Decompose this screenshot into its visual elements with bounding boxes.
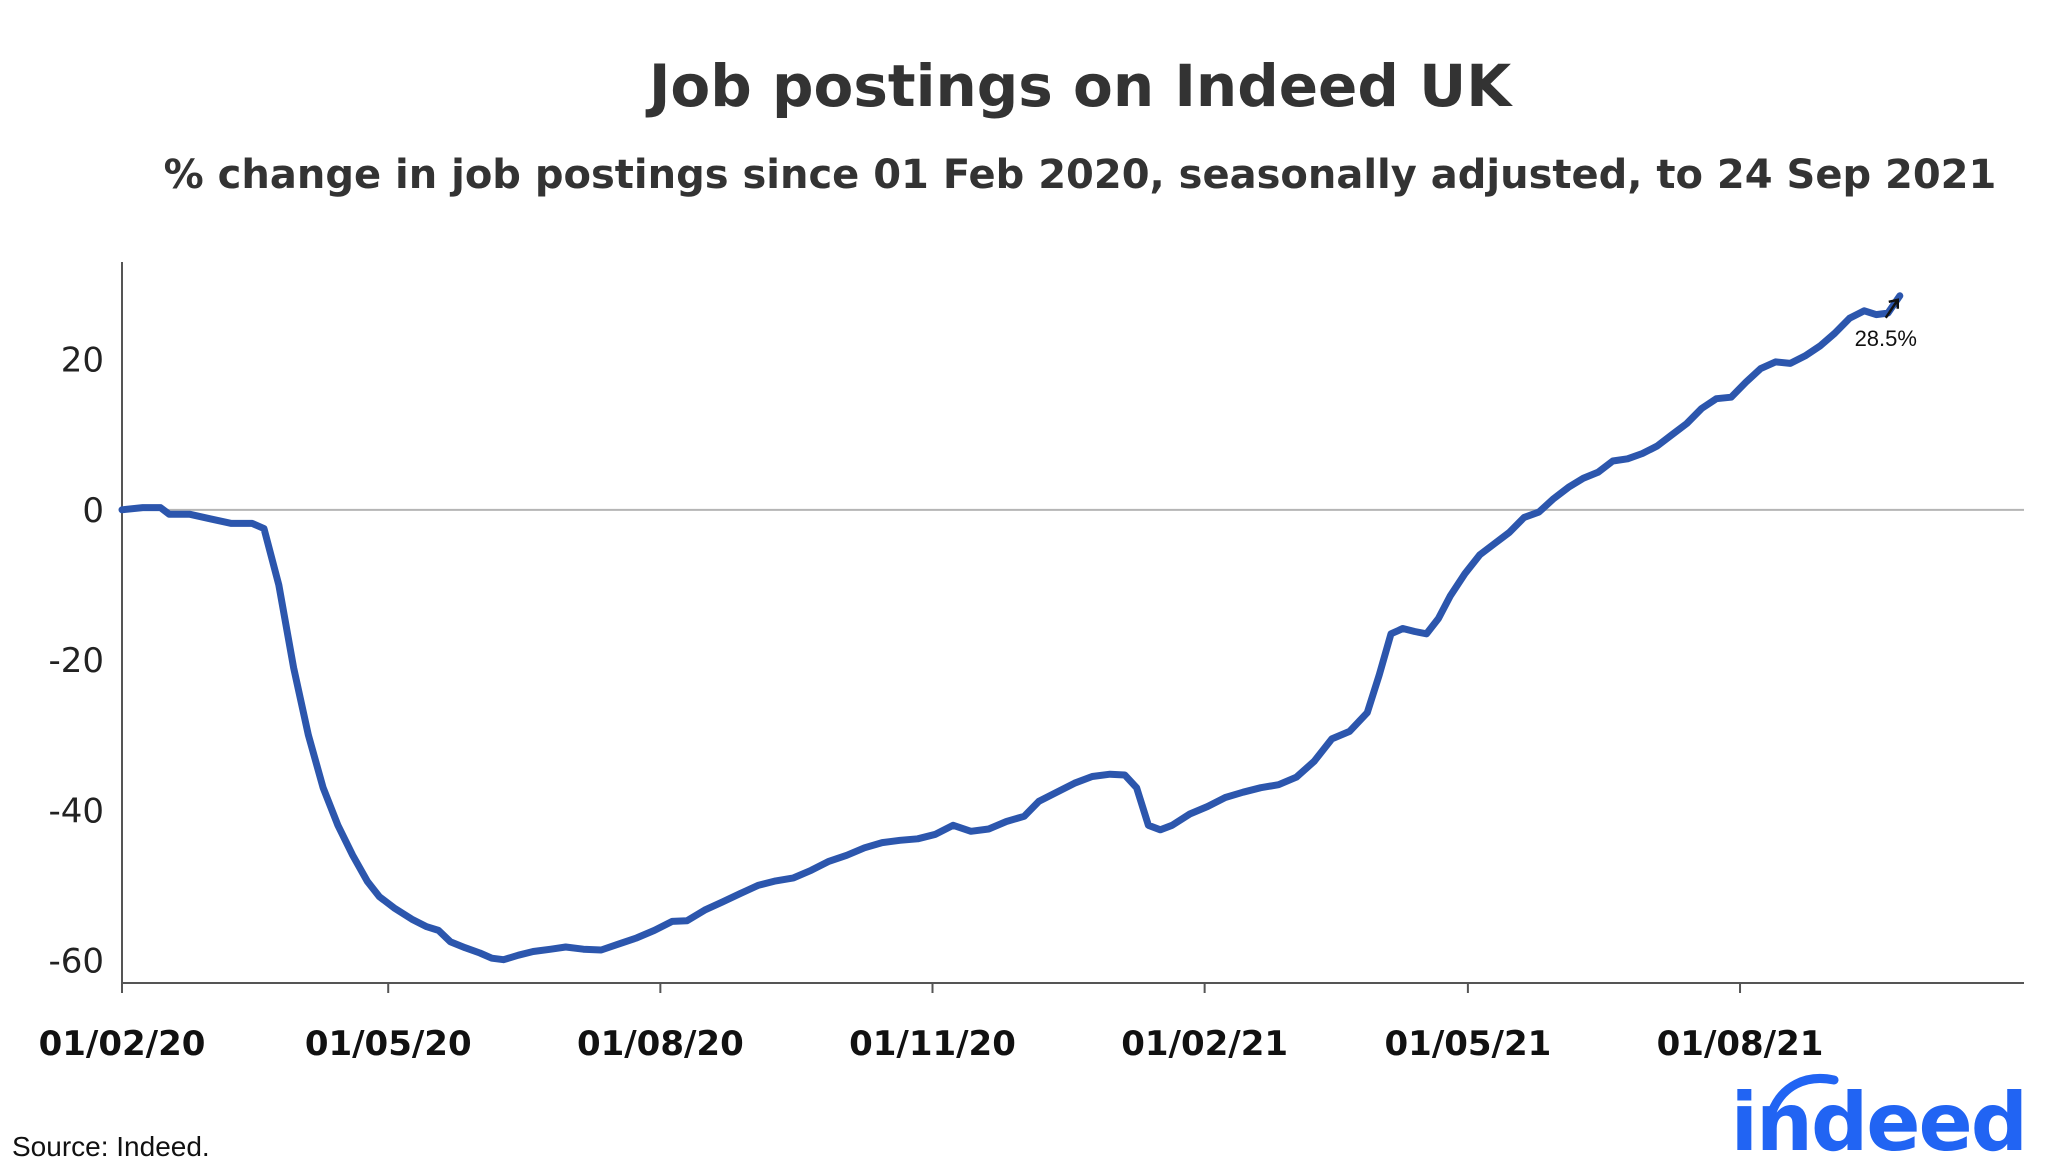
x-tick-label: 01/05/20 [305, 1024, 472, 1064]
chart-axes [121, 262, 2024, 984]
y-tick-label: 0 [82, 491, 104, 531]
y-tick-label: -20 [48, 641, 104, 681]
chart-subtitle: % change in job postings since 01 Feb 20… [164, 152, 1997, 198]
source-note: Source: Indeed. [12, 1131, 210, 1162]
y-tick-label: -60 [48, 941, 104, 981]
x-tick-marks: 01/02/20 01/05/20 01/08/20 01/11/20 01/02/21… [39, 983, 1824, 1064]
latest-value-annotation: 28.5% [1855, 298, 1917, 351]
annotation-label: 28.5% [1855, 326, 1917, 351]
x-tick-label: 01/08/20 [577, 1024, 744, 1064]
logo-swoosh-icon [1767, 1074, 1839, 1117]
x-tick-label: 01/08/21 [1657, 1024, 1824, 1064]
annotation-arrow [1884, 298, 1900, 319]
x-tick-label: 01/05/21 [1385, 1024, 1552, 1064]
y-tick-label: -40 [48, 791, 104, 831]
x-tick-label: 01/02/21 [1121, 1024, 1288, 1064]
y-tick-label: 20 [61, 341, 104, 381]
job-postings-line [118, 292, 1904, 964]
y-tick-labels: 20 0 -20 -40 -60 [48, 341, 104, 982]
chart-title: Job postings on Indeed UK [645, 52, 1513, 120]
x-tick-label: 01/11/20 [849, 1024, 1016, 1064]
indeed-logo: indeed [1731, 1074, 2028, 1164]
x-tick-label: 01/02/20 [39, 1024, 206, 1064]
logo-wordmark: indeed [1731, 1076, 2026, 1164]
